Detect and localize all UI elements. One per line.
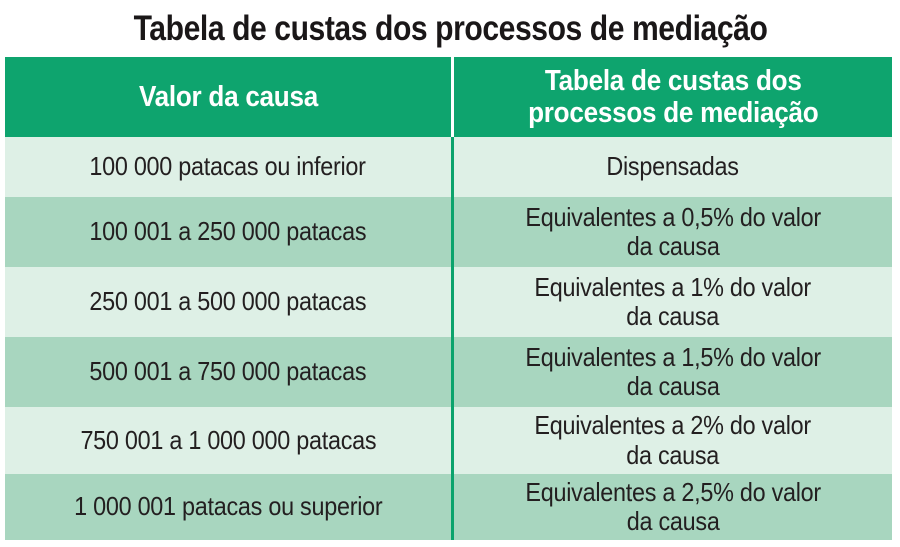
cell-valor-da-causa: 100 000 patacas ou inferior	[5, 137, 451, 197]
page-title-text: Tabela de custas dos processos de mediaç…	[133, 8, 767, 48]
cell-custas-text: Equivalentes a 2,5% do valor da causa	[525, 476, 821, 536]
cell-valor-da-causa: 500 001 a 750 000 patacas	[5, 337, 451, 407]
cell-custas-text: Equivalentes a 1,5% do valor da causa	[525, 341, 821, 401]
table-row: 100 001 a 250 000 patacas Equivalentes a …	[5, 197, 892, 267]
cell-custas: Equivalentes a 2% do valor da causa	[454, 407, 892, 474]
cell-valor-da-causa-text: 1 000 001 patacas ou superior	[73, 491, 383, 522]
body-column-divider	[451, 407, 454, 474]
cell-valor-da-causa-text: 500 001 a 750 000 patacas	[89, 356, 367, 387]
cell-valor-da-causa-text: 100 000 patacas ou inferior	[89, 151, 367, 182]
column-header-valor-da-causa: Valor da causa	[5, 57, 451, 137]
table-row: 500 001 a 750 000 patacas Equivalentes a …	[5, 337, 892, 407]
costs-table: Valor da causa Tabela de custas dos proc…	[5, 57, 892, 540]
cell-valor-da-causa-text: 250 001 a 500 000 patacas	[89, 286, 367, 317]
table-row: 750 001 a 1 000 000 patacas Equivalentes …	[5, 407, 892, 474]
table-header-row: Valor da causa Tabela de custas dos proc…	[5, 57, 892, 137]
page-title: Tabela de custas dos processos de mediaç…	[0, 0, 900, 57]
column-header-custas: Tabela de custas dos processos de mediaç…	[454, 57, 892, 137]
body-column-divider	[451, 337, 454, 407]
body-column-divider	[451, 267, 454, 337]
cell-custas-text: Dispensadas	[606, 151, 740, 182]
body-column-divider	[451, 474, 454, 540]
cell-valor-da-causa-text: 100 001 a 250 000 patacas	[89, 216, 367, 247]
cell-custas: Equivalentes a 1,5% do valor da causa	[454, 337, 892, 407]
cell-custas-text: Equivalentes a 2% do valor da causa	[534, 410, 812, 470]
cell-custas: Equivalentes a 1% do valor da causa	[454, 267, 892, 337]
cell-valor-da-causa: 1 000 001 patacas ou superior	[5, 474, 451, 540]
table-row: 1 000 001 patacas ou superior Equivalente…	[5, 474, 892, 540]
header-column-divider	[451, 57, 454, 137]
cell-valor-da-causa: 100 001 a 250 000 patacas	[5, 197, 451, 267]
cell-custas-text: Equivalentes a 0,5% do valor da causa	[525, 201, 821, 261]
body-column-divider	[451, 197, 454, 267]
table-row: 100 000 patacas ou inferior Dispensadas	[5, 137, 892, 197]
cell-custas: Equivalentes a 0,5% do valor da causa	[454, 197, 892, 267]
column-header-valor-label: Valor da causa	[138, 80, 318, 113]
cell-valor-da-causa-text: 750 001 a 1 000 000 patacas	[80, 424, 376, 455]
body-column-divider	[451, 137, 454, 197]
cell-custas: Equivalentes a 2,5% do valor da causa	[454, 474, 892, 540]
cell-custas-text: Equivalentes a 1% do valor da causa	[534, 271, 812, 331]
cell-valor-da-causa: 750 001 a 1 000 000 patacas	[5, 407, 451, 474]
column-header-custas-label: Tabela de custas dos processos de mediaç…	[527, 64, 819, 129]
table-body: 100 000 patacas ou inferior Dispensadas 10…	[5, 137, 892, 540]
cell-valor-da-causa: 250 001 a 500 000 patacas	[5, 267, 451, 337]
cell-custas: Dispensadas	[454, 137, 892, 197]
table-row: 250 001 a 500 000 patacas Equivalentes a …	[5, 267, 892, 337]
